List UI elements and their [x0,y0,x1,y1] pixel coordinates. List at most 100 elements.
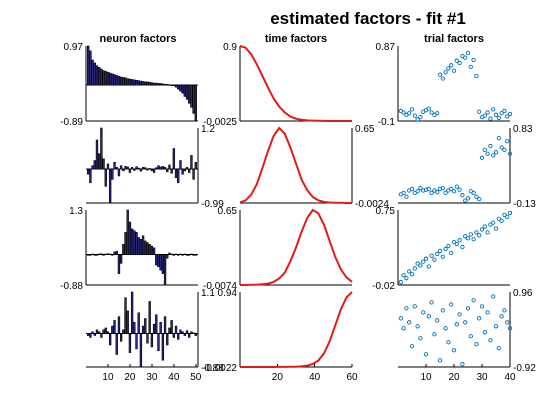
neuron-2-bar [172,148,176,170]
trial-3-point [477,233,482,238]
trial-2-point [471,190,476,195]
neuron-4-bar [188,333,191,338]
neuron-3-bar [115,250,118,256]
neuron-4-bar [135,333,138,350]
trial-2-point [507,151,513,156]
neuron-2-bar [128,168,132,173]
trial-1-point [507,111,513,117]
trial-3-point [460,244,465,250]
neuron-2-bar [130,167,134,170]
neuron-4-bar [128,333,132,353]
trial-1-point [454,58,459,63]
trial-3-point [415,261,420,266]
neuron-2-bar [122,168,125,172]
trial-4-point [415,324,420,329]
neuron-1-ytick-min: -0.89 [60,117,83,128]
neuron-3-bar [111,254,114,256]
neuron-2-bar [87,168,90,175]
trial-4-point [457,312,462,317]
trial-3-point [398,279,403,285]
neuron-2-bar [170,168,173,174]
neuron-3-bar [95,254,99,256]
trial-1-point [477,109,482,114]
neuron-4-bar [137,312,140,334]
panel-grid: 0.97-0.890.9-0.00250.87-0.11.2-0.990.65-… [60,42,536,383]
trial-4-point [468,334,473,339]
trial-3-point [465,236,471,241]
neuron-3-bar [130,228,134,256]
neuron-3-bar [113,251,116,256]
neuron-2-bar [139,168,143,172]
time-1-ytick-max: 0.9 [223,42,237,53]
neuron-4-bar [115,333,118,355]
neuron-2-bar [181,168,184,175]
neuron-4-bar [95,329,99,334]
neuron-2-bar [106,163,110,170]
trial-3-point [421,259,426,264]
trial-3-point [412,266,417,271]
time-3-ytick-max: 0.65 [218,206,238,217]
trial-2-point [454,184,459,189]
trial-1-point [429,110,434,115]
neuron-3-bar [128,221,132,256]
neuron-2-bar [190,155,193,170]
trial-4-point [443,326,448,331]
neuron-1-bar [93,62,96,86]
neuron-1-bar [102,70,105,86]
neuron-4-bar [166,333,169,346]
neuron-4-xtick-label: 20 [124,372,136,383]
neuron-3-bar [141,235,145,256]
trial-4-point [407,320,412,325]
neuron-1-bar [106,71,110,86]
neuron-1-bar [97,67,101,86]
neuron-3-bar [183,253,187,256]
neuron-2-bar [93,160,96,170]
trial-3-point [432,257,437,262]
neuron-2-bar [119,165,123,170]
time-4-xtick-label: 20 [272,372,284,383]
neuron-3-bar [163,254,167,286]
trial-4-point [418,336,423,341]
neuron-3-bar [185,254,189,256]
time-3-ytick-min: -0.0074 [203,281,237,292]
panel-neuron-1: 0.97 -0.89 [60,42,198,128]
neuron-4-bar [168,327,171,334]
neuron-1-bar [130,79,134,86]
trial-3-point [437,248,443,254]
neuron-4-bar [179,329,182,334]
neuron-2-bar [104,168,107,187]
trial-2-point [465,196,471,201]
trial-4-point [463,320,468,325]
neuron-2-bar [183,168,187,172]
trial-4-point [398,316,403,321]
trial-3-point [485,230,490,235]
trial-2-point [460,193,465,198]
neuron-3-bar [104,253,107,256]
neuron-2-bar [188,168,191,173]
trial-3-point [488,222,493,227]
trial-1-point [418,114,423,120]
neuron-4-bar [89,333,92,338]
neuron-3-bar [168,252,171,256]
neuron-3-bar [177,254,180,256]
neuron-2-bar [159,166,162,170]
neuron-4-bar [91,331,94,334]
neuron-1-bar [128,78,132,86]
trial-4-point [401,326,406,331]
trial-2-point [426,186,431,192]
neuron-4-ytick-min: -0.88 [201,363,224,374]
neuron-2-bar [144,167,147,170]
trial-4-point [421,310,426,315]
trial-4-point [507,326,513,331]
neuron-3-bar [93,254,96,256]
neuron-4-bar [122,329,125,334]
neuron-1-bar [119,76,123,86]
neuron-1-bar [179,84,182,92]
neuron-1-bar [122,77,125,86]
trial-4-point [460,362,465,367]
trial-3-point [440,254,445,259]
neuron-4-bar [113,320,116,334]
trial-1-point [407,111,412,116]
neuron-3-bar [102,254,105,256]
